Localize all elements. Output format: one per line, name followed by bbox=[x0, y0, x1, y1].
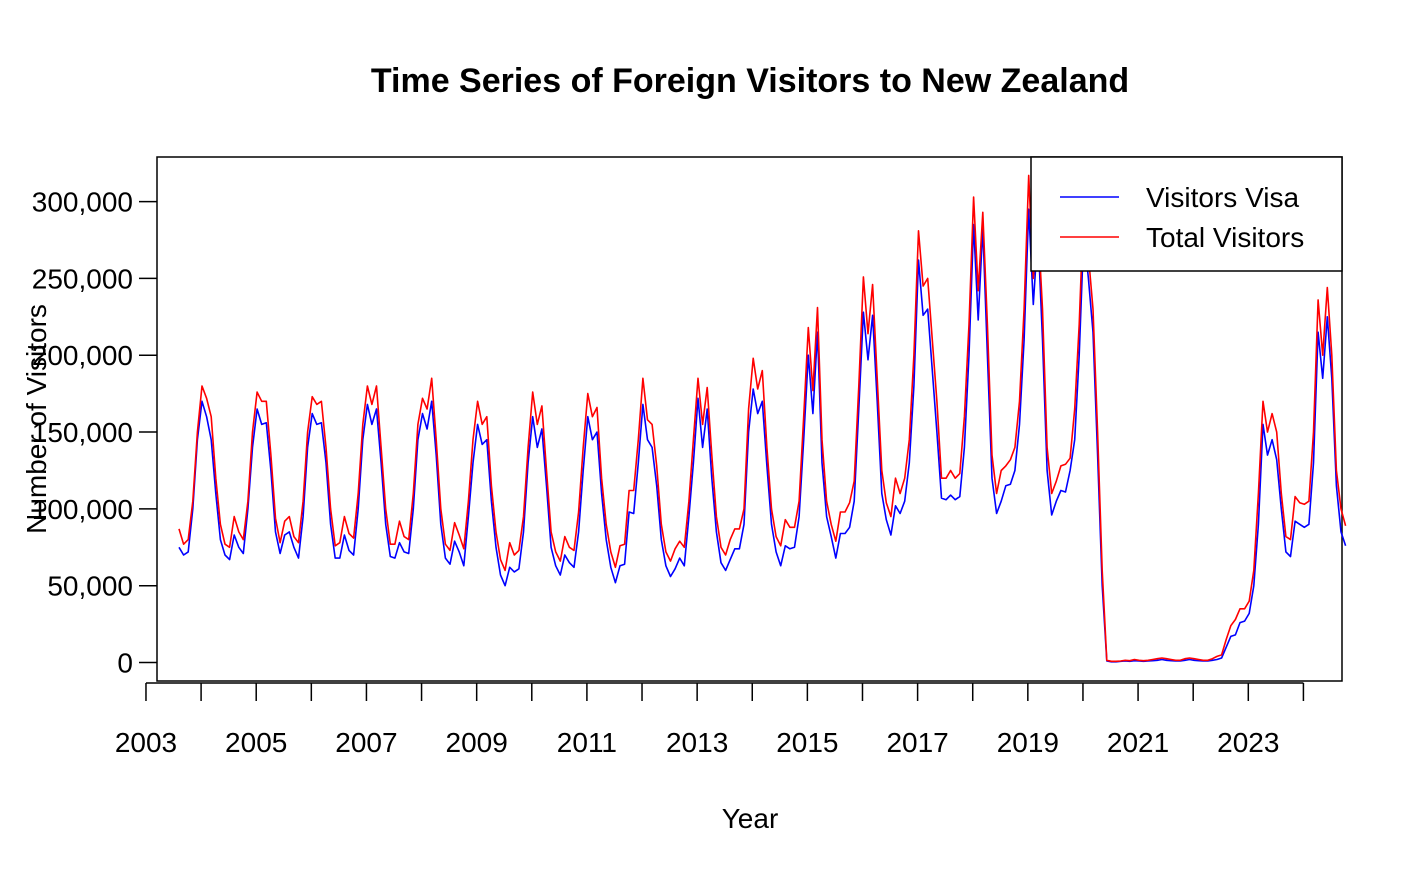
y-axis: 0 50,000 100,000 150,000 200,000 250,000 300,0… bbox=[32, 187, 157, 679]
legend: Visitors Visa Total Visitors bbox=[1030, 156, 1343, 272]
series-line-1 bbox=[178, 174, 1347, 663]
y-tick-label: 0 bbox=[117, 648, 133, 679]
y-axis-label: Number of Visitors bbox=[21, 304, 52, 534]
x-axis-label: Year bbox=[722, 803, 779, 834]
x-tick-label: 2013 bbox=[666, 727, 728, 758]
series-line-0 bbox=[178, 208, 1347, 663]
x-tick-label: 2007 bbox=[335, 727, 397, 758]
legend-label: Total Visitors bbox=[1146, 222, 1304, 253]
legend-box bbox=[1030, 156, 1343, 272]
x-tick-label: 2019 bbox=[997, 727, 1059, 758]
plot-area-frame bbox=[156, 156, 1343, 682]
x-tick-label: 2009 bbox=[446, 727, 508, 758]
x-tick-label: 2015 bbox=[776, 727, 838, 758]
x-axis: 2003 2005 2007 2009 2011 2013 2015 2017 2019 2021… bbox=[115, 682, 1305, 758]
y-tick-label: 250,000 bbox=[32, 263, 133, 294]
x-tick-label: 2021 bbox=[1107, 727, 1169, 758]
y-tick-label: 50,000 bbox=[47, 571, 133, 602]
y-tick-label: 100,000 bbox=[32, 494, 133, 525]
y-tick-label: 300,000 bbox=[32, 187, 133, 218]
legend-label: Visitors Visa bbox=[1146, 182, 1299, 213]
x-tick-label: 2017 bbox=[886, 727, 948, 758]
x-tick-label: 2011 bbox=[557, 727, 617, 758]
chart-title: Time Series of Foreign Visitors to New Z… bbox=[371, 62, 1129, 100]
x-tick-label: 2003 bbox=[115, 727, 177, 758]
x-tick-label: 2023 bbox=[1217, 727, 1279, 758]
y-tick-label: 200,000 bbox=[32, 340, 133, 371]
y-tick-label: 150,000 bbox=[32, 417, 133, 448]
x-tick-label: 2005 bbox=[225, 727, 287, 758]
series-layer bbox=[178, 174, 1347, 663]
